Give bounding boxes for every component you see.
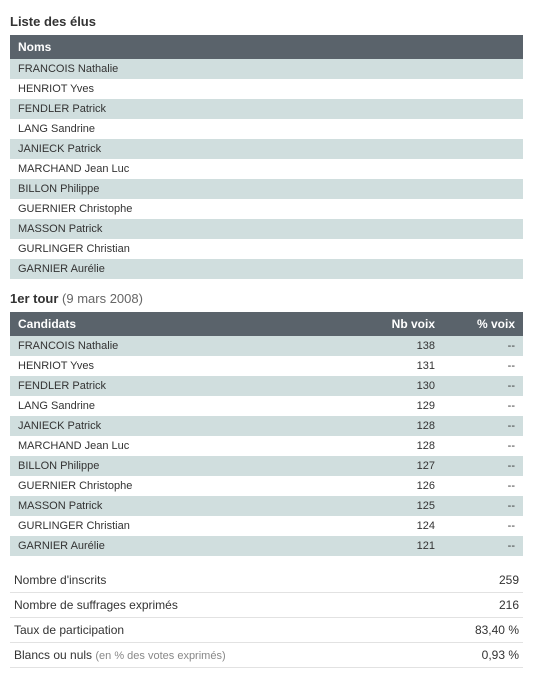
candidate-nbvoix: 127 (363, 456, 443, 476)
table-row: BILLON Philippe127-- (10, 456, 523, 476)
summary-label: Nombre d'inscrits (10, 568, 425, 593)
table-row: MARCHAND Jean Luc128-- (10, 436, 523, 456)
table-row: FRANCOIS Nathalie (10, 59, 523, 79)
elected-name: LANG Sandrine (10, 119, 523, 139)
table-row: GURLINGER Christian124-- (10, 516, 523, 536)
candidate-nbvoix: 125 (363, 496, 443, 516)
elected-name: FENDLER Patrick (10, 99, 523, 119)
candidate-pctvoix: -- (443, 496, 523, 516)
summary-value: 83,40 % (425, 618, 523, 643)
candidate-name: FENDLER Patrick (10, 376, 363, 396)
round1-table: Candidats Nb voix % voix FRANCOIS Nathal… (10, 312, 523, 556)
elected-name: MASSON Patrick (10, 219, 523, 239)
candidate-name: GARNIER Aurélie (10, 536, 363, 556)
summary-value: 0,93 % (425, 643, 523, 668)
candidate-nbvoix: 130 (363, 376, 443, 396)
summary-row: Taux de participation 83,40 % (10, 618, 523, 643)
elected-title: Liste des élus (10, 14, 523, 29)
candidate-nbvoix: 121 (363, 536, 443, 556)
summary-table: Nombre d'inscrits 259Nombre de suffrages… (10, 568, 523, 668)
candidate-name: GURLINGER Christian (10, 516, 363, 536)
candidate-name: JANIECK Patrick (10, 416, 363, 436)
elected-name: FRANCOIS Nathalie (10, 59, 523, 79)
candidate-nbvoix: 126 (363, 476, 443, 496)
summary-hint: (en % des votes exprimés) (95, 650, 225, 662)
candidate-pctvoix: -- (443, 336, 523, 356)
candidate-name: BILLON Philippe (10, 456, 363, 476)
summary-row: Blancs ou nuls (en % des votes exprimés)… (10, 643, 523, 668)
round1-title-main: 1er tour (10, 291, 58, 306)
elected-name: GARNIER Aurélie (10, 259, 523, 279)
candidate-nbvoix: 129 (363, 396, 443, 416)
candidate-name: MASSON Patrick (10, 496, 363, 516)
table-row: GARNIER Aurélie (10, 259, 523, 279)
table-row: JANIECK Patrick (10, 139, 523, 159)
candidate-pctvoix: -- (443, 536, 523, 556)
summary-value: 216 (425, 593, 523, 618)
candidate-pctvoix: -- (443, 476, 523, 496)
candidate-name: LANG Sandrine (10, 396, 363, 416)
elected-table: Noms FRANCOIS NathalieHENRIOT YvesFENDLE… (10, 35, 523, 279)
elected-name: JANIECK Patrick (10, 139, 523, 159)
summary-row: Nombre d'inscrits 259 (10, 568, 523, 593)
elected-name: MARCHAND Jean Luc (10, 159, 523, 179)
round1-header-pct: % voix (443, 312, 523, 336)
table-row: LANG Sandrine129-- (10, 396, 523, 416)
candidate-nbvoix: 124 (363, 516, 443, 536)
round1-date: (9 mars 2008) (62, 291, 143, 306)
table-row: FENDLER Patrick130-- (10, 376, 523, 396)
candidate-pctvoix: -- (443, 416, 523, 436)
table-row: GUERNIER Christophe (10, 199, 523, 219)
table-row: GURLINGER Christian (10, 239, 523, 259)
round1-header-cand: Candidats (10, 312, 363, 336)
summary-value: 259 (425, 568, 523, 593)
candidate-name: FRANCOIS Nathalie (10, 336, 363, 356)
summary-label: Blancs ou nuls (en % des votes exprimés) (10, 643, 425, 668)
candidate-nbvoix: 131 (363, 356, 443, 376)
candidate-nbvoix: 128 (363, 416, 443, 436)
round1-header-nb: Nb voix (363, 312, 443, 336)
table-row: JANIECK Patrick128-- (10, 416, 523, 436)
summary-label: Nombre de suffrages exprimés (10, 593, 425, 618)
round1-title: 1er tour (9 mars 2008) (10, 291, 523, 306)
table-row: LANG Sandrine (10, 119, 523, 139)
candidate-name: HENRIOT Yves (10, 356, 363, 376)
candidate-pctvoix: -- (443, 376, 523, 396)
elected-name: GUERNIER Christophe (10, 199, 523, 219)
elected-header-noms: Noms (10, 35, 523, 59)
table-row: HENRIOT Yves (10, 79, 523, 99)
candidate-name: GUERNIER Christophe (10, 476, 363, 496)
summary-label: Taux de participation (10, 618, 425, 643)
elected-name: GURLINGER Christian (10, 239, 523, 259)
candidate-pctvoix: -- (443, 396, 523, 416)
table-row: GARNIER Aurélie121-- (10, 536, 523, 556)
candidate-pctvoix: -- (443, 356, 523, 376)
table-row: GUERNIER Christophe126-- (10, 476, 523, 496)
candidate-nbvoix: 138 (363, 336, 443, 356)
candidate-name: MARCHAND Jean Luc (10, 436, 363, 456)
table-row: FRANCOIS Nathalie138-- (10, 336, 523, 356)
elected-name: BILLON Philippe (10, 179, 523, 199)
table-row: MASSON Patrick125-- (10, 496, 523, 516)
summary-row: Nombre de suffrages exprimés 216 (10, 593, 523, 618)
candidate-pctvoix: -- (443, 456, 523, 476)
elected-name: HENRIOT Yves (10, 79, 523, 99)
table-row: MARCHAND Jean Luc (10, 159, 523, 179)
table-row: FENDLER Patrick (10, 99, 523, 119)
candidate-pctvoix: -- (443, 436, 523, 456)
table-row: HENRIOT Yves131-- (10, 356, 523, 376)
table-row: MASSON Patrick (10, 219, 523, 239)
candidate-nbvoix: 128 (363, 436, 443, 456)
candidate-pctvoix: -- (443, 516, 523, 536)
table-row: BILLON Philippe (10, 179, 523, 199)
